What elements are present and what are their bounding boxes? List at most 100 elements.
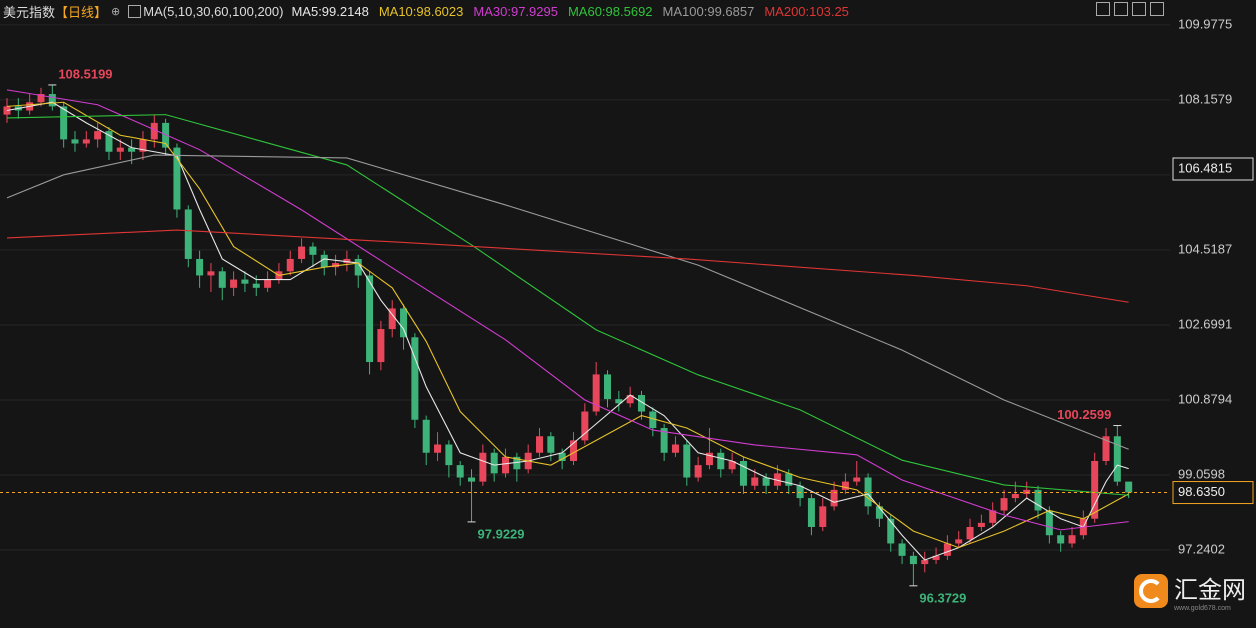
legend-entry: MA5:99.2148 <box>291 4 369 19</box>
ma-line <box>6 229 1129 303</box>
candle-body <box>932 555 940 560</box>
extreme-label: 96.3729 <box>919 590 966 605</box>
watermark: 汇金网 www.gold678.com <box>1134 570 1246 612</box>
candle-body <box>660 428 668 453</box>
candle-body <box>490 452 498 474</box>
candle-body <box>694 465 702 478</box>
candle-body <box>320 254 328 268</box>
candle-body <box>502 456 510 474</box>
y-tick-label: 108.1579 <box>1178 91 1232 106</box>
candle-body <box>445 444 453 466</box>
candle-body <box>1045 510 1053 536</box>
candle-body <box>603 374 611 400</box>
candle-body <box>252 283 260 288</box>
candle-body <box>173 147 181 210</box>
candle-body <box>105 131 113 152</box>
period[interactable]: 【日线】 <box>55 5 108 20</box>
candle-body <box>400 308 408 338</box>
candle-body <box>1068 535 1076 544</box>
candle-body <box>264 279 272 288</box>
extreme-label: 108.5199 <box>58 66 112 81</box>
candle-body <box>785 473 793 486</box>
candle-body <box>388 308 396 330</box>
candle-body <box>807 498 815 527</box>
candle-body <box>955 539 963 544</box>
candle-body <box>898 543 906 556</box>
candle-body <box>1113 436 1121 482</box>
toolbar <box>1096 2 1164 16</box>
candle-body <box>71 139 79 144</box>
candle-body <box>887 518 895 544</box>
candle-body <box>354 258 362 276</box>
candle-body <box>547 436 555 453</box>
candle-body <box>411 337 419 420</box>
candle-body <box>773 473 781 486</box>
candle-body <box>558 452 566 462</box>
candle-body <box>241 279 249 284</box>
y-tick-label: 100.8794 <box>1178 391 1232 406</box>
candle-body <box>456 465 464 478</box>
candle-body <box>48 94 56 107</box>
legend-entry: MA30:97.9295 <box>473 4 558 19</box>
candle-body <box>82 139 90 144</box>
candle-body <box>626 395 634 404</box>
candle-body <box>309 246 317 255</box>
y-tick-label: 97.2402 <box>1178 541 1225 556</box>
candle-body <box>853 477 861 482</box>
candle-body <box>921 559 929 565</box>
y-tick-label: 99.0598 <box>1178 466 1225 481</box>
candle-body <box>864 477 872 507</box>
legend-entry: MA100:99.6857 <box>662 4 755 19</box>
candle-body <box>1034 489 1042 511</box>
candle-body <box>796 485 804 499</box>
last-price-label: 98.6350 <box>1178 484 1225 499</box>
candle-body <box>1091 461 1099 519</box>
candle-body <box>717 452 725 470</box>
y-tick-label: 104.5187 <box>1178 241 1232 256</box>
extreme-label: 97.9229 <box>478 526 525 541</box>
candle-body <box>230 279 238 288</box>
candle-body <box>592 374 600 412</box>
add-button[interactable]: ⊕ <box>111 6 121 18</box>
legend-entry: MA60:98.5692 <box>567 4 653 19</box>
candle-body <box>1057 535 1065 544</box>
candle-body <box>671 444 679 453</box>
candle-body <box>60 106 68 140</box>
candle-body <box>751 477 759 486</box>
candle-body <box>343 258 351 264</box>
ma-params: MA(5,10,30,60,100,200) <box>143 4 284 19</box>
legend-entry: MA10:98.6023 <box>378 4 464 19</box>
candle-body <box>218 271 226 288</box>
ma-line <box>6 114 1129 496</box>
y-tick-label: 102.6991 <box>1178 316 1232 331</box>
candle-body <box>332 263 340 268</box>
tool-button[interactable] <box>1096 2 1110 16</box>
candle-body <box>762 477 770 486</box>
logo <box>1134 574 1168 608</box>
title: 美元指数 <box>3 5 56 20</box>
candle-body <box>139 139 147 152</box>
candle-body <box>150 122 158 140</box>
header: 美元指数 【日线】 ⊕ MA(5,10,30,60,100,200) MA5:9… <box>3 2 849 21</box>
indicator-icon[interactable] <box>128 5 142 18</box>
candle-body <box>637 395 645 412</box>
candle-body <box>1125 481 1133 493</box>
candle-body <box>1023 489 1031 494</box>
tool-button[interactable] <box>1150 2 1164 16</box>
tool-button[interactable] <box>1114 2 1128 16</box>
candle-body <box>468 477 476 482</box>
candle-body <box>830 489 838 507</box>
ma-line <box>6 101 1129 561</box>
ma-line <box>6 101 1129 549</box>
candle-body <box>536 436 544 453</box>
candle-body <box>819 506 827 527</box>
candle-body <box>943 543 951 556</box>
tool-button[interactable] <box>1132 2 1146 16</box>
candle-body <box>513 456 521 470</box>
candle-body <box>739 461 747 486</box>
y-tick-label: 109.9775 <box>1178 16 1232 31</box>
candle-body <box>841 481 849 490</box>
candle-body <box>728 461 736 470</box>
